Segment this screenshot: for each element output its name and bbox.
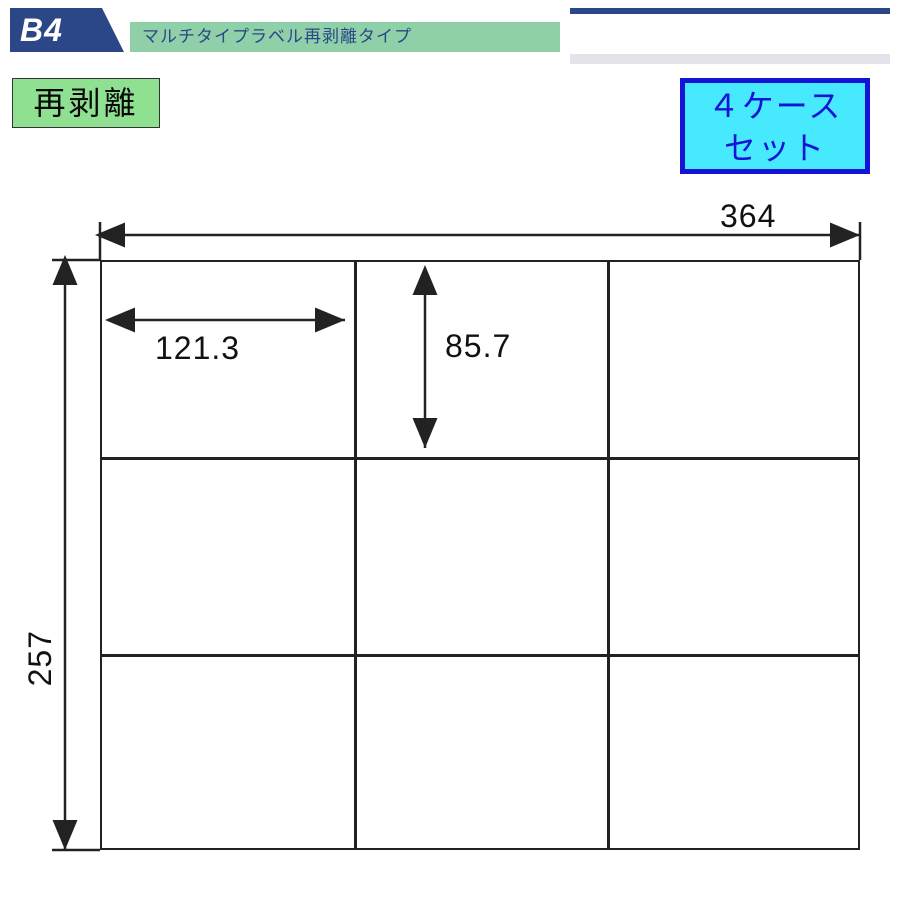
header: B4 マルチタイプラベル再剥離タイプ	[10, 8, 890, 54]
subtitle-bar: マルチタイプラベル再剥離タイプ	[130, 22, 560, 52]
dim-width-total: 364	[720, 198, 776, 235]
case-set-line1: ４ケース	[708, 88, 842, 124]
dim-cell-height: 85.7	[445, 328, 511, 365]
case-set-badge: ４ケース セット	[680, 78, 870, 174]
case-set-line2: セット	[685, 127, 865, 169]
size-badge: B4	[10, 8, 102, 52]
header-gray-bar	[570, 54, 890, 64]
dimension-arrows	[20, 200, 880, 880]
label-diagram: 364 257 121.3 85.7	[20, 200, 880, 880]
header-rule	[570, 8, 890, 14]
repeel-badge: 再剥離	[12, 78, 160, 128]
dim-height-total: 257	[22, 630, 59, 686]
dim-cell-width: 121.3	[155, 330, 240, 367]
